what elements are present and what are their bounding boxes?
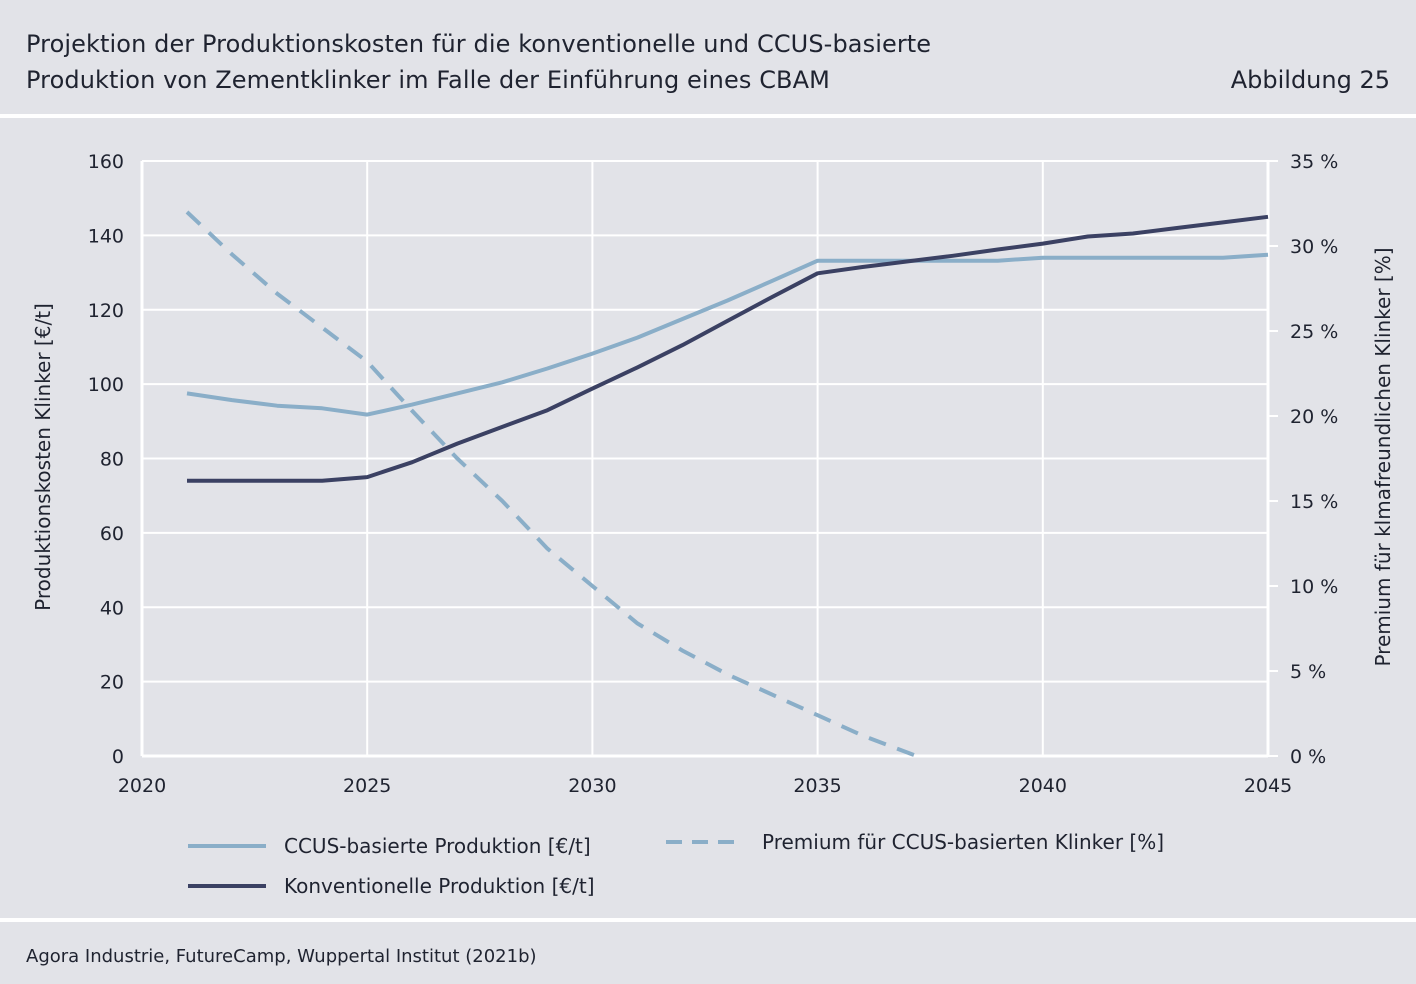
y-axis-label: Produktionskosten Klinker [€/t] bbox=[31, 303, 55, 611]
legend-swatch-ccus bbox=[188, 844, 266, 848]
y2-tick-label: 25 % bbox=[1290, 321, 1338, 343]
y2-tick-label: 35 % bbox=[1290, 151, 1338, 173]
series-line-ccus bbox=[186, 252, 1269, 417]
y-tick-label: 20 bbox=[100, 672, 124, 694]
y2-tick-label: 30 % bbox=[1290, 236, 1338, 258]
figure-number: Abbildung 25 bbox=[1230, 66, 1390, 94]
y-tick-label: 40 bbox=[100, 597, 124, 619]
header-divider bbox=[0, 114, 1416, 118]
y2-tick-label: 20 % bbox=[1290, 406, 1338, 428]
y2-axis-label: Premium für klmafreundlichen Klinker [%] bbox=[1371, 247, 1395, 666]
legend-swatch-premium bbox=[666, 840, 744, 844]
source-note: Agora Industrie, FutureCamp, Wuppertal I… bbox=[26, 946, 537, 967]
legend-item-conventional: Konventionelle Produktion [€/t] bbox=[188, 874, 595, 898]
y2-tick-label: 10 % bbox=[1290, 576, 1338, 598]
x-tick-label: 2030 bbox=[568, 775, 616, 797]
chart-axes bbox=[140, 160, 1278, 758]
chart-title-line-1: Projektion der Produktionskosten für die… bbox=[26, 30, 932, 58]
y-tick-label: 100 bbox=[88, 374, 124, 396]
legend-label-premium: Premium für CCUS-basierten Klinker [%] bbox=[762, 830, 1165, 854]
x-tick-label: 2045 bbox=[1244, 775, 1292, 797]
chart-series bbox=[185, 210, 1269, 758]
y-tick-label: 80 bbox=[100, 449, 124, 471]
y-tick-label: 140 bbox=[88, 225, 124, 247]
x-tick-label: 2025 bbox=[343, 775, 391, 797]
series-line-conventional bbox=[187, 214, 1269, 483]
chart-area: 0 20 40 60 80 100 120 140 160 2020 2025 2030 2035 204… bbox=[0, 118, 1416, 918]
y2-tick-label: 15 % bbox=[1290, 491, 1338, 513]
y-tick-label: 60 bbox=[100, 523, 124, 545]
x-tick-label: 2035 bbox=[793, 775, 841, 797]
footer-divider bbox=[0, 918, 1416, 922]
legend-item-premium: Premium für CCUS-basierten Klinker [%] bbox=[666, 830, 1164, 854]
y2-tick-label: 0 % bbox=[1290, 746, 1326, 768]
x-tick-label: 2040 bbox=[1019, 775, 1067, 797]
y-tick-label: 120 bbox=[88, 300, 124, 322]
y-tick-label: 0 bbox=[112, 746, 124, 768]
y-tick-label: 160 bbox=[88, 151, 124, 173]
x-tick-label: 2020 bbox=[118, 775, 166, 797]
legend-label-conventional: Konventionelle Produktion [€/t] bbox=[284, 874, 595, 898]
legend-label-ccus: CCUS-basierte Produktion [€/t] bbox=[284, 834, 591, 858]
series-line-premium bbox=[185, 210, 918, 758]
legend-swatch-conventional bbox=[188, 884, 266, 888]
y2-tick-label: 5 % bbox=[1290, 661, 1326, 683]
chart-title-line-2: Produktion von Zementklinker im Falle de… bbox=[26, 66, 830, 94]
figure-header: Projektion der Produktionskosten für die… bbox=[0, 0, 1416, 114]
chart-grid bbox=[141, 160, 1269, 757]
legend-item-ccus: CCUS-basierte Produktion [€/t] bbox=[188, 834, 591, 858]
